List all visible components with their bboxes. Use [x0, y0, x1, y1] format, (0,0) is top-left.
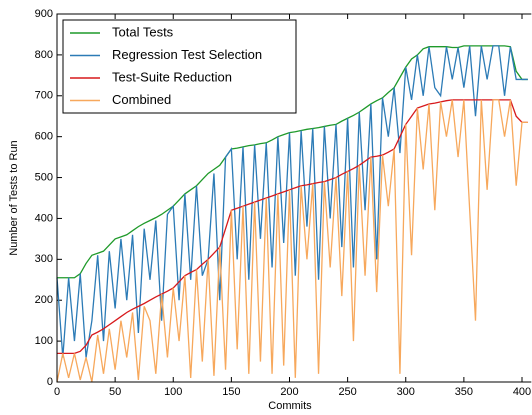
x-tick-label: 350 — [455, 386, 473, 398]
legend: Total Tests Regression Test Selection Test… — [62, 19, 297, 114]
x-tick-label: 250 — [338, 386, 356, 398]
y-tick-label: 600 — [35, 131, 53, 143]
x-tick-label: 50 — [109, 386, 121, 398]
legend-box — [62, 19, 297, 114]
series-line — [56, 45, 528, 358]
axes-frame — [56, 13, 532, 383]
y-tick-label: 0 — [47, 376, 53, 388]
series-line — [57, 99, 528, 355]
y-tick-label: 100 — [35, 335, 53, 347]
x-tick-label: 400 — [513, 386, 531, 398]
legend-label: Combined — [112, 92, 171, 107]
series-line — [56, 99, 528, 383]
legend-label: Total Tests — [112, 24, 174, 39]
y-tick-label: 700 — [35, 90, 53, 102]
y-tick-label: 500 — [35, 171, 53, 183]
y-tick-label: 300 — [35, 253, 53, 265]
y-tick-label: 800 — [35, 49, 53, 61]
y-tick-label: 200 — [35, 294, 53, 306]
x-tick-label: 200 — [280, 386, 298, 398]
x-tick-label: 0 — [54, 386, 60, 398]
legend-label: Test-Suite Reduction — [112, 69, 232, 84]
y-axis-label: Number of Tests to Run — [8, 140, 20, 255]
x-tick-label: 100 — [164, 386, 182, 398]
x-tick-label: 150 — [222, 386, 240, 398]
x-axis-label: Commits — [268, 400, 312, 412]
series-line — [57, 45, 528, 279]
x-tick-label: 300 — [397, 386, 415, 398]
legend-label: Regression Test Selection — [112, 47, 262, 62]
y-tick-label: 900 — [35, 8, 53, 20]
y-tick-label: 400 — [35, 212, 53, 224]
